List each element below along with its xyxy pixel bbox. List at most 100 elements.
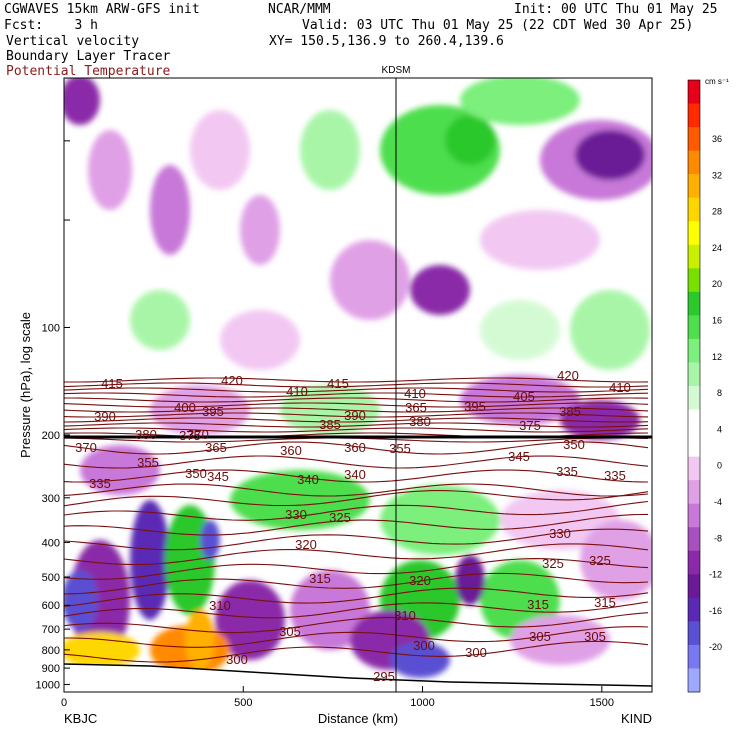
colorbar-swatch [688, 127, 700, 152]
theta-label: 305 [279, 624, 301, 639]
theta-label: 420 [557, 368, 579, 383]
colorbar-label: 24 [712, 243, 722, 253]
theta-contour [64, 402, 649, 408]
colorbar-swatch [688, 315, 700, 340]
theta-label: 320 [409, 573, 431, 588]
colorbar-label: 28 [712, 207, 722, 217]
theta-label: 300 [465, 645, 487, 660]
theta-contour [64, 382, 649, 388]
theta-label: 375 [179, 428, 201, 443]
theta-label: 315 [594, 595, 616, 610]
theta-label: 320 [295, 537, 317, 552]
theta-label: 355 [137, 455, 159, 470]
theta-contour [64, 469, 649, 483]
colorbar-swatch [688, 268, 700, 293]
theta-contours [64, 377, 649, 663]
theta-contour [64, 417, 649, 423]
theta-label: 380 [135, 427, 157, 442]
theta-contour [64, 422, 649, 428]
theta-label: 310 [394, 608, 416, 623]
theta-contour [64, 483, 649, 497]
colorbar-swatch [688, 597, 700, 622]
header-field-3: Potential Temperature [6, 64, 171, 79]
theta-label: 405 [513, 389, 535, 404]
colorbar-swatch [688, 221, 700, 246]
header-cross-section-xy: XY= 150.5,136.9 to 260.4,139.6 [269, 34, 504, 49]
theta-label: 325 [329, 510, 351, 525]
colorbar-label: -8 [714, 533, 722, 543]
theta-label: 340 [344, 467, 366, 482]
x-tick-label: 0 [61, 697, 67, 709]
station-label: KDSM [382, 65, 411, 76]
theta-label: 385 [559, 404, 581, 419]
colorbar-swatch [688, 174, 700, 199]
theta-contour [64, 427, 649, 433]
theta-label: 310 [209, 598, 231, 613]
y-axis-label: Pressure (hPa), log scale [18, 312, 33, 458]
x-tick-label: 500 [234, 697, 252, 709]
x-tick-label: 1000 [410, 697, 434, 709]
theta-label: 345 [508, 449, 530, 464]
theta-contour [64, 500, 649, 521]
theta-contour [64, 412, 649, 418]
theta-label: 340 [297, 472, 319, 487]
header-field-1: Vertical velocity [6, 34, 140, 49]
theta-label: 380 [409, 414, 431, 429]
colorbar-swatch [688, 668, 700, 693]
colorbar-unit: cm s⁻¹ [705, 77, 729, 86]
colorbar-swatch [688, 197, 700, 222]
theta-label: 330 [285, 507, 307, 522]
colorbar-swatch [688, 386, 700, 411]
theta-contour [64, 407, 649, 413]
theta-contour [64, 377, 649, 383]
theta-contour [64, 528, 649, 551]
colorbar-label: 8 [717, 388, 722, 398]
theta-contour [64, 558, 649, 580]
colorbar-label: 16 [712, 316, 722, 326]
colorbar-swatch [688, 621, 700, 646]
theta-contour [64, 640, 649, 663]
theta-label: 360 [344, 440, 366, 455]
header-valid-time: Valid: 03 UTC Thu 01 May 25 (22 CDT Wed … [302, 18, 694, 33]
theta-label: 300 [413, 638, 435, 653]
colorbar-swatch [688, 409, 700, 434]
theta-contour [64, 490, 649, 507]
theta-label: 390 [94, 409, 116, 424]
x-axis-label: Distance (km) [318, 711, 398, 726]
theta-label: 305 [529, 629, 551, 644]
theta-label: 365 [205, 440, 227, 455]
header-field-2: Boundary Layer Tracer [6, 49, 171, 64]
theta-contour [64, 392, 649, 398]
theta-label: 355 [389, 441, 411, 456]
theta-label: 395 [202, 404, 224, 419]
header-org: NCAR/MMM [268, 2, 331, 17]
colorbar-swatch [688, 291, 700, 316]
theta-label: 335 [604, 468, 626, 483]
colorbar-swatch [688, 103, 700, 128]
theta-label: 345 [207, 469, 229, 484]
theta-label: 325 [542, 556, 564, 571]
theta-label: 370 [187, 427, 209, 442]
theta-contour [64, 513, 649, 536]
theta-label: 410 [404, 386, 426, 401]
y-tick-label: 900 [42, 663, 60, 675]
theta-contour [64, 587, 649, 608]
theta-label: 335 [89, 476, 111, 491]
theta-label: 350 [185, 466, 207, 481]
colorbar-swatch [688, 433, 700, 458]
x-axis: 0 500 1000 1500 [61, 686, 614, 709]
y-tick-label: 200 [42, 430, 60, 442]
colorbar-label: -16 [709, 606, 722, 616]
colorbar: 36 32 28 24 20 16 12 8 4 0 -4 -8 -12 -16 -20 [687, 79, 722, 693]
theta-label: 410 [609, 380, 631, 395]
theta-contour [64, 455, 649, 469]
theta-contour [64, 397, 649, 403]
colorbar-swatch [688, 80, 700, 105]
colorbar-label: -12 [709, 570, 722, 580]
colorbar-label: 36 [712, 134, 722, 144]
terrain-line [63, 663, 653, 687]
theta-labels: 295 300 300 300 305 305 305 310 310 315 315 315 320 3… [75, 368, 631, 684]
theta-label: 375 [519, 418, 541, 433]
colorbar-swatch [688, 456, 700, 481]
theta-label: 350 [563, 437, 585, 452]
